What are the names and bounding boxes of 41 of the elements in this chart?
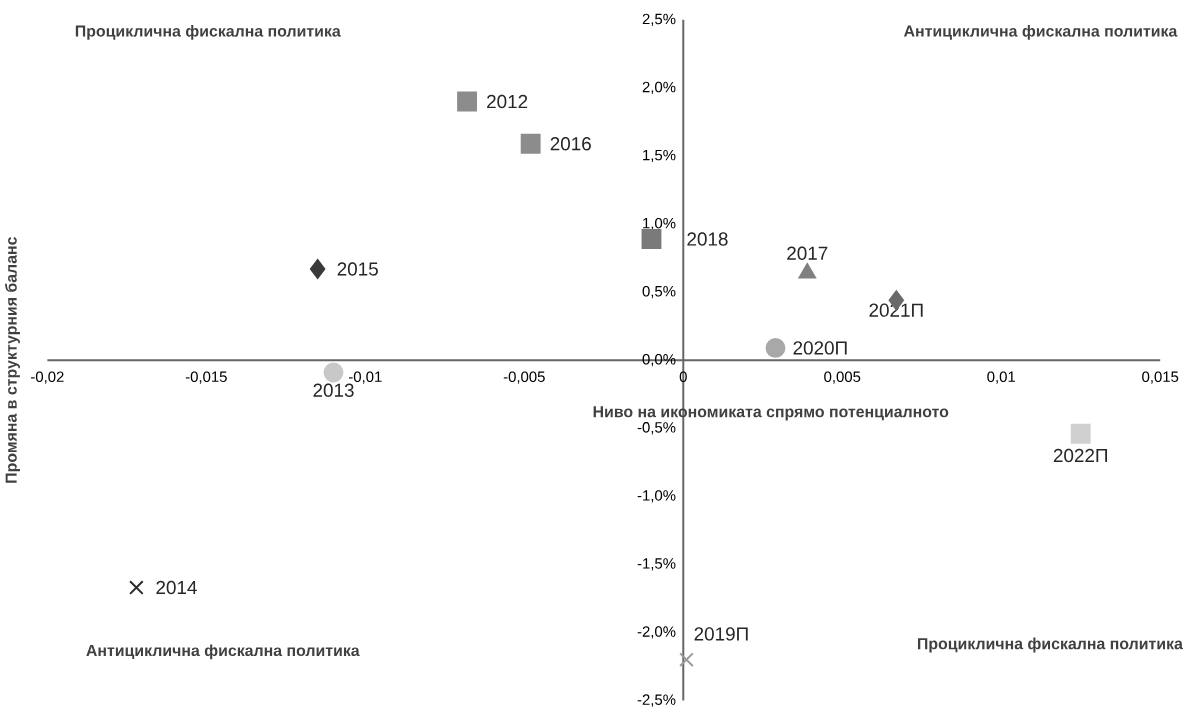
y-tick-label: -2,0% [637,626,676,639]
point [457,91,477,112]
annotation: Антициклична фискална политика [903,24,1178,40]
point [129,580,144,595]
series-label: 2018 [687,232,728,246]
point [323,362,344,383]
x-tick-label: -0,01 [348,371,382,384]
x-tick-label: 0,015 [1142,371,1179,384]
series-label: 2014 [156,580,197,595]
point [679,652,694,667]
x-tick-label: 0,01 [987,371,1016,384]
y-tick-label: 1,0% [643,217,676,230]
annotation: Антициклична фискална политика [86,644,360,660]
point [1070,423,1091,444]
annotation: Процикличнa фискална политика [917,637,1183,653]
series-label: 2022П [1053,448,1108,462]
y-tick-label: -1,0% [637,489,676,503]
series-label: 2012 [487,94,528,109]
y-tick-label: -1,5% [637,558,676,571]
y-tick-label: -2,5% [637,694,676,707]
point [641,228,662,249]
x-tick-label: -0,015 [185,371,227,384]
y-axis-title: Промяна в структурния баланс [4,236,20,483]
y-tick-label: 2,0% [642,81,676,94]
series-label: 2015 [337,262,378,276]
series-label: 2019П [694,627,748,641]
point [765,337,786,358]
y-tick-label: 0,5% [642,285,676,299]
series-label: 2017 [787,246,828,260]
x-tick-label: -0,005 [503,371,545,384]
y-tick-label: -0,5% [637,421,676,435]
y-tick-label: 2,5% [642,13,676,26]
x-tick-label: 0,005 [824,371,861,384]
x-tick-label: -0,02 [31,371,64,384]
y-tick-label: 1,5% [643,149,676,162]
point [309,258,326,279]
point [520,133,541,154]
series-label: 2020П [793,341,847,355]
annotation: Процикличнa фискална политика [75,24,341,40]
series-label: 2016 [550,136,591,151]
series-label: 2013 [313,383,354,397]
